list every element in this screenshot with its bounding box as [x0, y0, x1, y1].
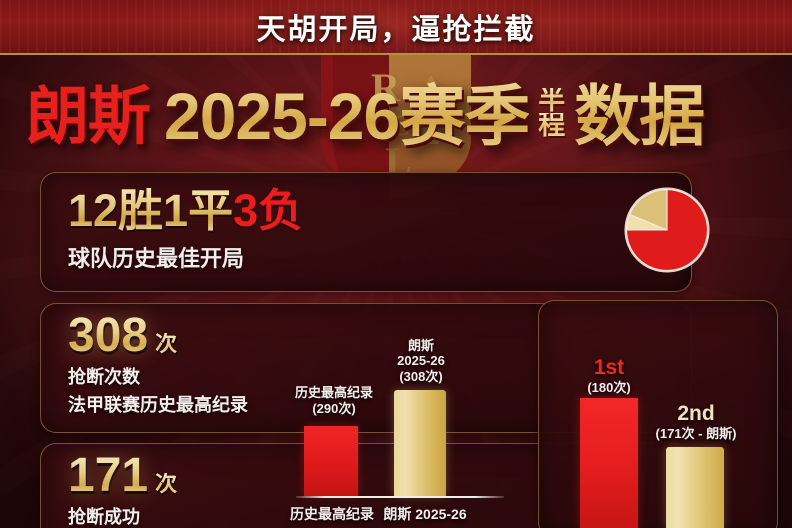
record-stat-block: 12胜1平 3负 球队历史最佳开局 — [68, 188, 303, 273]
rankchart-count-1: (180次) — [587, 380, 631, 396]
title-row: 朗斯 2025-26赛季 半 程 数据 — [0, 58, 792, 164]
pie-slice-负 — [628, 188, 668, 231]
title-stack-bottom: 程 — [538, 110, 566, 140]
title-suffix: 数据 — [574, 63, 705, 159]
third-number-row: 171 次 — [68, 452, 177, 500]
tackles-unit: 次 — [155, 331, 178, 356]
midchart-gold-label-line3: (308次) — [399, 368, 443, 384]
record-headline: 12胜1平 3负 — [68, 188, 303, 233]
third-unit: 次 — [155, 471, 178, 496]
midchart-gold-label: 朗斯 2025-26 (308次) — [374, 338, 468, 384]
title-halfseason-stack: 半 程 — [538, 84, 565, 139]
rankchart-rank-2: 2nd — [677, 402, 715, 426]
pie-slices — [625, 188, 709, 272]
midchart-xlabel-2: 朗斯 2025-26 — [383, 506, 467, 522]
midchart-red-label-line2: (290次) — [312, 400, 356, 416]
rankchart-count-2: (171次 - 朗斯) — [655, 426, 737, 442]
third-value: 171 — [68, 449, 149, 502]
midchart-gold-label-line1: 朗斯 — [407, 338, 434, 354]
rankchart-label-2: 2nd (171次 - 朗斯) — [634, 401, 758, 442]
title-stack-top: 半 — [538, 84, 566, 115]
tackles-number-row: 308 次 — [68, 312, 248, 360]
results-pie-chart — [621, 182, 713, 278]
tackles-value: 308 — [68, 309, 149, 362]
midchart-red-label-line1: 历史最高纪录 — [294, 385, 373, 401]
midchart-bar-record — [304, 426, 358, 496]
tackles-label-1: 抢断次数 — [68, 367, 140, 387]
tackles-comparison-chart: 历史最高纪录 (290次) 朗斯 2025-26 (308次) 历史最高纪录 朗… — [290, 336, 536, 528]
record-wins-draws: 12胜1平 — [68, 185, 234, 236]
record-losses: 3负 — [233, 185, 304, 236]
rankchart-bar-second — [666, 447, 724, 528]
midchart-bar-lens — [394, 390, 446, 496]
rankchart-label-1: 1st (180次) — [558, 355, 660, 396]
rank-card — [538, 300, 778, 528]
midchart-red-label: 历史最高纪录 (290次) — [286, 385, 382, 416]
midchart-axis-line — [296, 496, 504, 498]
header-banner: 天胡开局，逼抢拦截 — [0, 0, 792, 55]
pie-chart-svg — [624, 187, 710, 273]
record-subtitle: 球队历史最佳开局 — [68, 246, 245, 271]
tackles-stat-block: 308 次 抢断次数 法甲联赛历史最高纪录 — [68, 312, 248, 417]
midchart-bars — [296, 368, 536, 496]
tackles-label-2: 法甲联赛历史最高纪录 — [68, 395, 248, 415]
title-season: 2025-26赛季 — [164, 63, 530, 159]
third-stat-block: 171 次 抢断成功 — [68, 452, 177, 528]
midchart-gold-label-line2: 2025-26 — [397, 353, 445, 369]
rank-comparison-chart: 1st (180次) 2nd (171次 - 朗斯) — [552, 316, 766, 528]
rankchart-bar-first — [580, 398, 638, 528]
midchart-xlabel-1: 历史最高纪录 — [290, 506, 374, 522]
record-card — [40, 172, 692, 292]
third-label-1: 抢断成功 — [68, 507, 140, 527]
rankchart-rank-1: 1st — [593, 356, 625, 380]
title-team: 朗斯 — [26, 81, 151, 152]
header-title: 天胡开局，逼抢拦截 — [256, 13, 536, 46]
